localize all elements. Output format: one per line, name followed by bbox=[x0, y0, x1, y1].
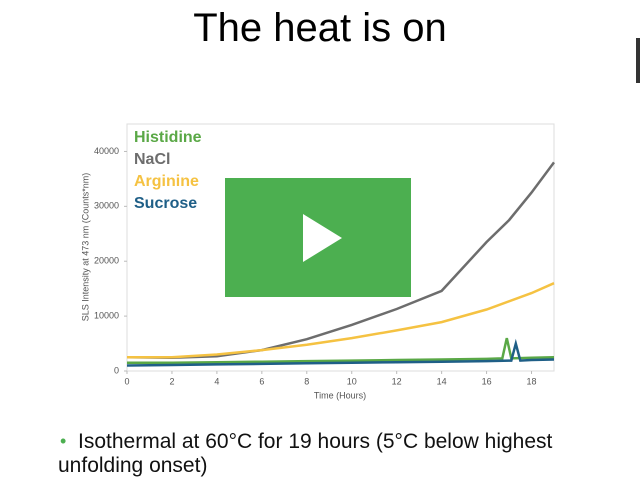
x-axis-label: Time (Hours) bbox=[314, 390, 366, 400]
x-tick-label: 16 bbox=[482, 376, 492, 386]
series-line bbox=[127, 282, 555, 359]
x-tick-label: 4 bbox=[214, 376, 219, 386]
series-line bbox=[126, 161, 556, 360]
slide-title: The heat is on bbox=[193, 6, 447, 50]
series-line bbox=[127, 337, 555, 365]
x-tick-label: 0 bbox=[124, 376, 129, 386]
y-tick-label: 40000 bbox=[94, 146, 119, 156]
bullet-content: Isothermal at 60°C for 19 hours (5°C bel… bbox=[58, 430, 553, 477]
plot-frame bbox=[126, 123, 555, 372]
legend-entry: Sucrose bbox=[134, 195, 197, 212]
y-tick-label: 30000 bbox=[94, 201, 119, 211]
x-tick-label: 2 bbox=[169, 376, 174, 386]
x-tick-label: 10 bbox=[347, 376, 357, 386]
bullet-marker: • bbox=[60, 431, 67, 451]
x-tick-label: 6 bbox=[259, 376, 264, 386]
edge-widget bbox=[636, 38, 640, 83]
x-tick-label: 8 bbox=[304, 376, 309, 386]
y-tick-label: 20000 bbox=[94, 256, 119, 266]
y-tick-label: 10000 bbox=[94, 310, 119, 320]
x-tick-label: 14 bbox=[437, 376, 447, 386]
legend-entry: Histidine bbox=[134, 129, 202, 146]
x-tick-label: 18 bbox=[527, 376, 537, 386]
y-axis-label: SLS Intensity at 473 nm (Counts*nm) bbox=[80, 173, 90, 322]
series-line bbox=[126, 338, 555, 367]
y-tick-label: 0 bbox=[114, 365, 119, 375]
play-icon bbox=[303, 214, 342, 262]
x-tick-label: 12 bbox=[392, 376, 402, 386]
legend-entry: NaCl bbox=[134, 151, 170, 168]
legend-entry: Arginine bbox=[134, 173, 199, 190]
play-button[interactable] bbox=[225, 178, 411, 297]
bullet-text: Isothermal at 60°C for 19 hours (5°C bel… bbox=[58, 430, 618, 478]
